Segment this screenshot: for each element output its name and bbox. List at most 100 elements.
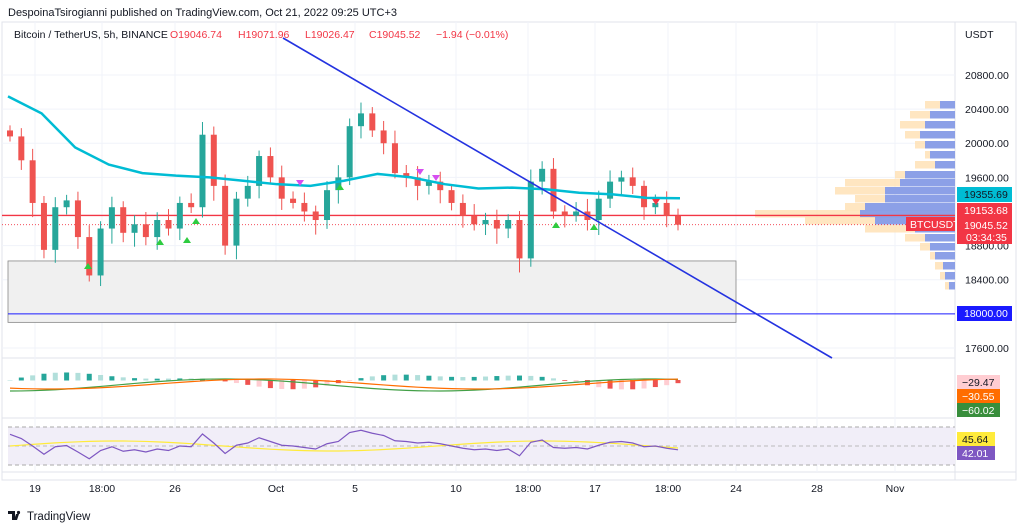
trend-line[interactable] <box>282 37 833 359</box>
candle-body <box>165 220 172 229</box>
rsi-tag: 42.01 <box>962 448 988 460</box>
macd-histogram-bar <box>7 380 13 381</box>
time-tick-label: 18:00 <box>515 483 541 495</box>
macd-histogram-bar <box>120 377 126 381</box>
candles <box>7 102 681 287</box>
macd-histogram-bar <box>483 376 489 381</box>
macd-histogram-bar <box>607 380 613 389</box>
volume-profile-row-down <box>930 111 955 119</box>
support-tag-bg <box>957 306 1012 321</box>
volume-profile-row-down <box>860 210 955 218</box>
candle-body <box>7 130 13 137</box>
macd-hist-tag-bg <box>957 375 1000 389</box>
macd-histogram-bar <box>641 380 647 389</box>
ma-tag-bg <box>957 187 1012 202</box>
volume-profile-row-down <box>905 171 955 179</box>
candle-body <box>188 202 195 208</box>
volume-profile-row-down <box>925 121 955 129</box>
candle-body <box>459 202 466 216</box>
legend-open: O19046.74 <box>170 29 222 41</box>
macd-histogram-bar <box>494 376 500 381</box>
rsi-pane <box>9 429 679 460</box>
sell-signal-icon <box>652 199 660 205</box>
rsi-ma-tag: 45.64 <box>962 434 988 446</box>
volume-profile-row-down <box>930 243 955 251</box>
macd-tag-bg <box>957 389 1000 403</box>
buy-signal-icon <box>84 263 92 269</box>
candle-body <box>312 211 319 221</box>
candle-body <box>222 185 229 246</box>
macd-histogram-bar <box>675 380 681 384</box>
volume-profile-row-down <box>925 141 955 149</box>
macd-histogram-bar <box>143 378 149 381</box>
candle-body <box>652 202 659 208</box>
volume-profile-row-down <box>900 179 955 187</box>
legend-low: L19026.47 <box>305 29 355 41</box>
macd-histogram-bar <box>301 380 307 389</box>
candle-body <box>324 190 331 221</box>
candle-body <box>471 215 478 225</box>
candle-body <box>448 190 455 203</box>
buy-signal-icon <box>156 239 164 245</box>
macd-histogram-bar <box>18 377 24 381</box>
brand-name: TradingView <box>27 511 91 523</box>
buy-signal-icon <box>590 224 598 230</box>
macd-histogram-bar <box>233 380 239 384</box>
rsi-ma-tag-bg <box>957 432 995 446</box>
candle-body <box>482 220 489 225</box>
signal-tag-bg <box>957 403 1000 417</box>
time-tick-label: 18:00 <box>89 483 115 495</box>
candle-body <box>154 220 161 238</box>
signal-tag: −60.02 <box>962 405 995 417</box>
rsi-line <box>9 429 679 460</box>
macd-histogram-bar <box>279 380 285 390</box>
candle-body <box>131 224 138 233</box>
macd-histogram-bar <box>132 378 138 381</box>
macd-histogram-bar <box>166 378 172 381</box>
macd-tag: −30.55 <box>962 391 995 403</box>
candle-body <box>505 220 512 229</box>
volume-profile-row-down <box>920 131 955 139</box>
macd-histogram-bar <box>449 376 455 381</box>
last-tag-bg <box>957 218 1012 244</box>
candle-body <box>346 126 353 178</box>
buy-signal-icon <box>183 237 191 243</box>
candle-body <box>618 177 625 182</box>
candle-body <box>561 211 568 216</box>
price-tick-label: 20400.00 <box>965 104 1009 116</box>
macd-histogram-bar <box>618 380 624 390</box>
macd-histogram-bar <box>41 373 47 381</box>
currency-label: USDT <box>965 29 994 41</box>
time-tick-label: 5 <box>352 483 358 495</box>
symbol-tag-bg <box>906 217 955 231</box>
macd-histogram-bar <box>426 375 432 381</box>
tradingview-logo[interactable]: TradingView <box>8 510 91 523</box>
macd-histogram-bar <box>392 374 398 381</box>
volume-profile-row-up <box>755 210 955 218</box>
candle-body <box>301 202 308 212</box>
range-box[interactable] <box>7 260 737 323</box>
candle-body <box>256 156 263 186</box>
price-tick-label: 19600.00 <box>965 172 1009 184</box>
symbol-legend: Bitcoin / TetherUS, 5h, BINANCE O19046.7… <box>14 29 508 41</box>
time-axis[interactable]: 19 18:00 26 Oct 5 10 18:00 17 18:00 24 28 Nov <box>29 483 905 495</box>
macd-histogram-bar <box>245 380 251 385</box>
buy-signal-icon <box>336 184 344 190</box>
candle-body <box>357 113 364 127</box>
buy-signal-icon <box>552 222 560 228</box>
volume-profile-row-down <box>885 195 955 203</box>
candle-body <box>199 134 206 208</box>
candle-body <box>142 224 149 238</box>
rsi-tags: 45.64 42.01 <box>957 432 995 460</box>
macd-histogram-bar <box>347 380 353 381</box>
candle-body <box>539 168 546 182</box>
time-tick-label: 18:00 <box>655 483 681 495</box>
macd-histogram-bar <box>471 376 477 381</box>
macd-line <box>9 378 679 392</box>
candle-body <box>97 228 104 276</box>
macd-histogram-bar <box>256 380 262 387</box>
macd-tags: −29.47 −30.55 −60.02 <box>957 375 1000 417</box>
macd-histogram-bar <box>415 375 421 381</box>
macd-histogram-bar <box>358 378 364 381</box>
